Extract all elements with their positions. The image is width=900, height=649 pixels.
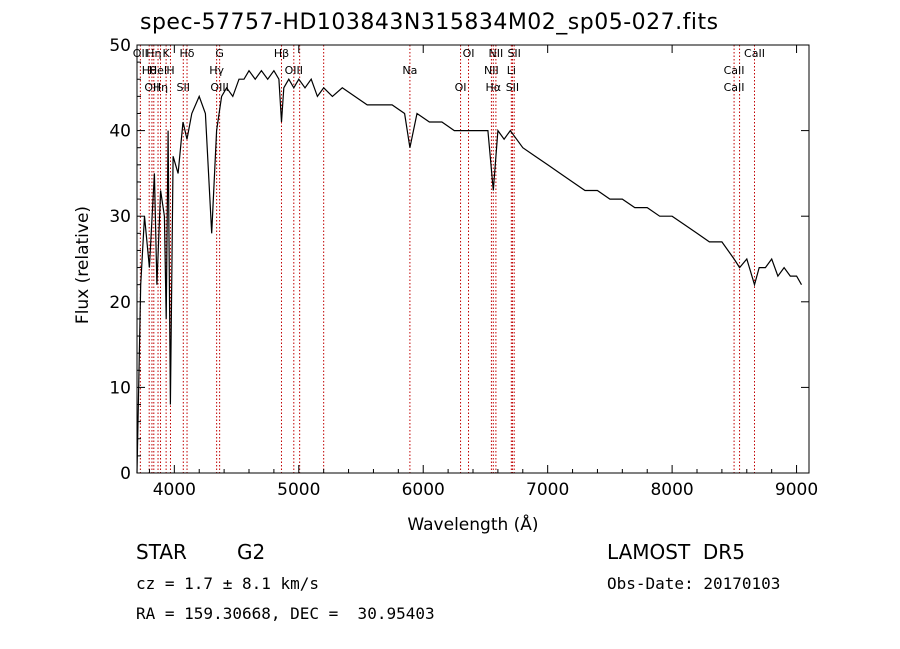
line-marker-label: CaII	[724, 81, 745, 94]
line-marker-label: Li	[507, 64, 516, 77]
spectrum-series-line	[136, 69, 803, 474]
y-tick-label: 10	[109, 378, 131, 398]
line-marker-label: SII	[177, 81, 190, 94]
line-markers	[139, 45, 755, 473]
line-marker-label: OI	[463, 47, 475, 60]
line-marker-label: Na	[402, 64, 417, 77]
line-marker-label: G	[215, 47, 224, 60]
x-tick-label: 7000	[526, 480, 569, 500]
line-marker-label: Hθ	[142, 64, 157, 77]
plot-frame	[136, 44, 810, 474]
x-tick-label: 9000	[775, 480, 818, 500]
line-marker-label: Hδ	[180, 47, 195, 60]
line-marker-label: Hη	[146, 47, 161, 60]
y-axis-ticks: 0 10 20 30 40 50	[109, 36, 809, 484]
y-tick-label: 40	[109, 122, 131, 142]
line-marker-label: SII	[506, 81, 519, 94]
line-marker-label: CaII	[724, 64, 745, 77]
object-class: STAR	[136, 540, 187, 564]
object-subclass: G2	[237, 540, 266, 564]
chart-title: spec-57757-HD103843N315834M02_sp05-027.f…	[140, 10, 719, 35]
x-tick-label: 8000	[650, 480, 693, 500]
y-tick-label: 0	[120, 464, 131, 484]
line-marker-label: OII	[144, 81, 159, 94]
obs-date: Obs-Date: 20170103	[607, 574, 781, 593]
survey-name: LAMOST DR5	[607, 540, 745, 564]
redshift-cz: cz = 1.7 ± 8.1 km/s	[136, 574, 320, 593]
y-tick-label: 20	[109, 293, 131, 313]
line-marker-label: Hγ	[209, 64, 224, 77]
line-marker-label: H	[166, 64, 174, 77]
line-marker-label: NII	[489, 47, 504, 60]
x-tick-label: 5000	[277, 480, 320, 500]
line-marker-label: OIII	[285, 64, 303, 77]
line-marker-label: NII	[484, 64, 499, 77]
coordinates: RA = 159.30668, DEC = 30.95403	[136, 604, 435, 623]
line-marker-label: Hα	[486, 81, 502, 94]
line-marker-label: OI	[455, 81, 467, 94]
y-axis-label: Flux (relative)	[73, 206, 93, 324]
x-axis-label: Wavelength (Å)	[407, 513, 538, 535]
line-marker-label: K	[163, 47, 171, 60]
line-marker-label: Hη	[153, 81, 168, 94]
y-tick-label: 30	[109, 207, 131, 227]
line-marker-label: SII	[507, 47, 520, 60]
x-tick-label: 6000	[402, 480, 445, 500]
line-marker-label: HeI	[149, 64, 167, 77]
line-marker-label: Hβ	[274, 47, 289, 60]
x-axis-ticks: 4000 5000 6000 7000 8000 9000	[148, 45, 818, 500]
y-tick-label: 50	[109, 36, 131, 56]
line-marker-label: OIII	[210, 81, 228, 94]
line-marker-label: CaII	[744, 47, 765, 60]
x-tick-label: 4000	[153, 480, 196, 500]
